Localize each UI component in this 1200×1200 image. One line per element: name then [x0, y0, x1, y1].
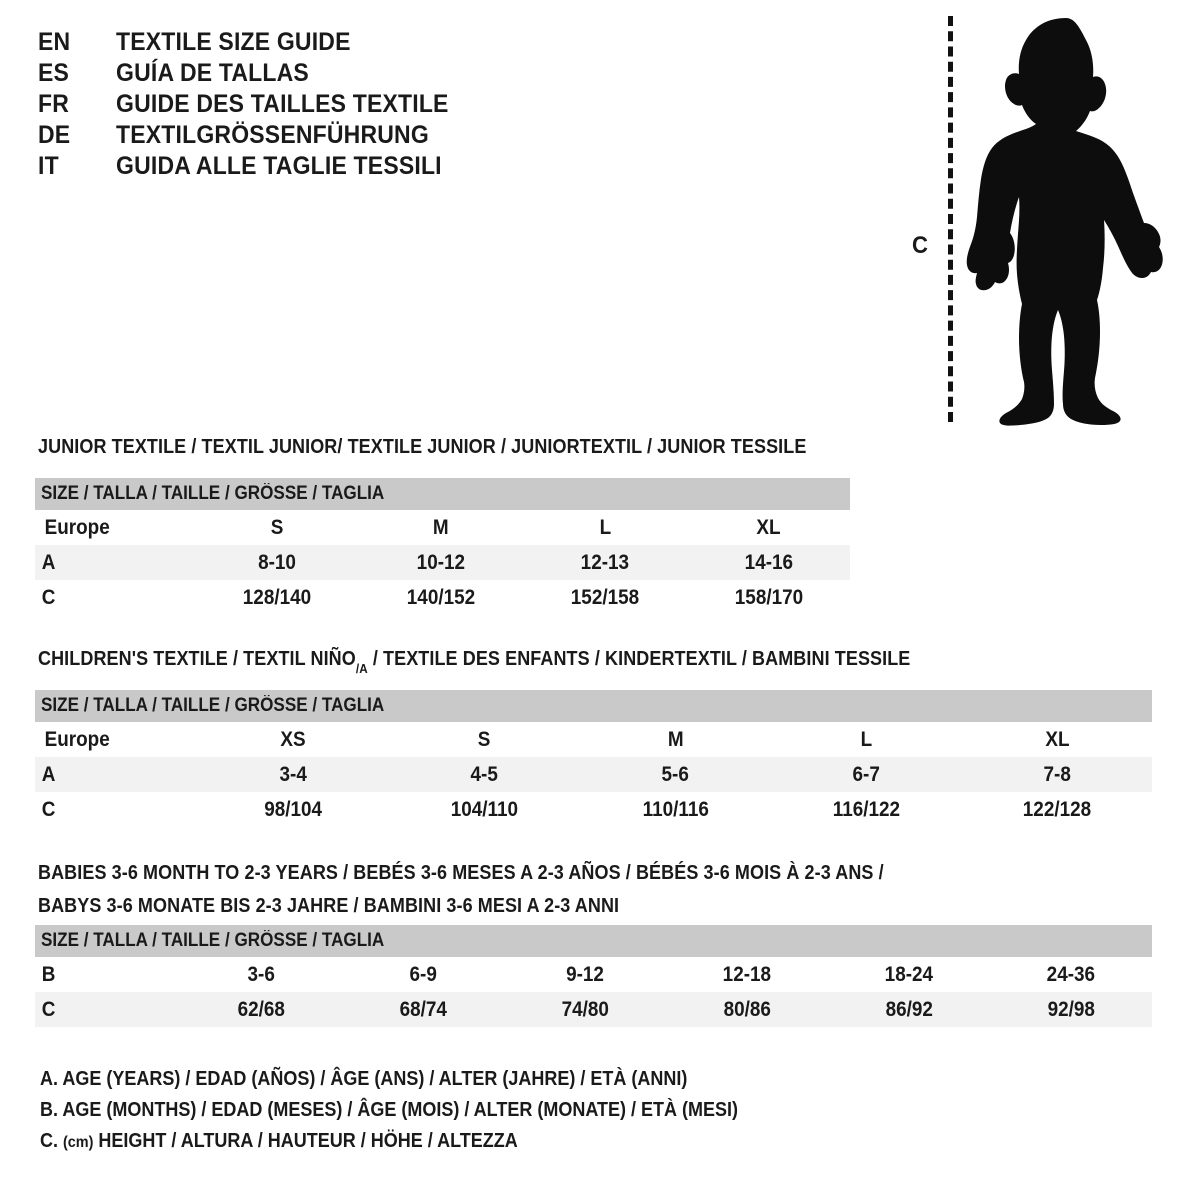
babies-size-table: SIZE / TALLA / TAILLE / GRÖSSE / TAGLIA … [35, 925, 1152, 1027]
children-cell-europe-4: XL [962, 722, 1153, 757]
children-title-post: / TEXTILE DES ENFANTS / KINDERTEXTIL / B… [367, 648, 911, 670]
section-title-babies-line2: BABYS 3-6 MONATE BIS 2-3 JAHRE / BAMBINI… [38, 895, 620, 917]
children-cell-a-3: 6-7 [771, 757, 962, 792]
junior-size-table: SIZE / TALLA / TAILLE / GRÖSSE / TAGLIA … [35, 478, 851, 615]
children-title-subscript: /A [355, 661, 368, 676]
height-measure-figure: C [900, 14, 1170, 426]
junior-row-label-c: C [35, 580, 195, 615]
babies-row-label-b: B [35, 957, 180, 992]
babies-cell-c-3: 80/86 [666, 992, 828, 1027]
babies-row-c: C 62/68 68/74 74/80 80/86 86/92 92/98 [35, 992, 1152, 1027]
junior-cell-a-3: 14-16 [687, 545, 851, 580]
babies-cell-c-1: 68/74 [342, 992, 504, 1027]
footnote-b: B. AGE (MONTHS) / EDAD (MESES) / ÂGE (MO… [40, 1099, 738, 1121]
children-title-pre: CHILDREN'S TEXTILE / TEXTIL NIÑO [38, 648, 356, 670]
junior-row-a: A 8-10 10-12 12-13 14-16 [35, 545, 851, 580]
junior-cell-a-2: 12-13 [523, 545, 687, 580]
section-title-junior: JUNIOR TEXTILE / TEXTIL JUNIOR/ TEXTILE … [38, 436, 807, 458]
babies-cell-b-0: 3-6 [180, 957, 342, 992]
babies-cell-b-2: 9-12 [504, 957, 666, 992]
children-cell-c-4: 122/128 [962, 792, 1153, 827]
junior-cell-c-0: 128/140 [195, 580, 359, 615]
babies-cell-b-1: 6-9 [342, 957, 504, 992]
language-code-de: DE [38, 121, 71, 149]
language-row-en: EN TEXTILE SIZE GUIDE [38, 28, 478, 59]
children-row-europe: Europe XS S M L XL [35, 722, 1153, 757]
children-cell-a-4: 7-8 [962, 757, 1153, 792]
junior-row-label-a: A [35, 545, 195, 580]
children-row-label-a: A [35, 757, 198, 792]
children-row-a: A 3-4 4-5 5-6 6-7 7-8 [35, 757, 1153, 792]
children-cell-europe-1: S [389, 722, 580, 757]
language-code-it: IT [38, 152, 59, 180]
dashed-height-line-icon [948, 16, 953, 422]
language-code-fr: FR [38, 90, 70, 118]
footnote-a: A. AGE (YEARS) / EDAD (AÑOS) / ÂGE (ANS)… [40, 1068, 688, 1090]
language-row-it: IT GUIDA ALLE TAGLIE TESSILI [38, 152, 478, 183]
footnote-c-pre: C. [40, 1130, 64, 1152]
junior-cell-a-0: 8-10 [195, 545, 359, 580]
children-size-table: SIZE / TALLA / TAILLE / GRÖSSE / TAGLIA … [35, 690, 1153, 827]
children-row-label-europe: Europe [35, 722, 198, 757]
junior-cell-europe-0: S [195, 510, 359, 545]
language-code-en: EN [38, 28, 71, 56]
junior-row-c: C 128/140 140/152 152/158 158/170 [35, 580, 851, 615]
children-cell-a-1: 4-5 [389, 757, 580, 792]
children-size-header-row: SIZE / TALLA / TAILLE / GRÖSSE / TAGLIA [35, 690, 1153, 722]
children-row-c: C 98/104 104/110 110/116 116/122 122/128 [35, 792, 1153, 827]
junior-size-header-row: SIZE / TALLA / TAILLE / GRÖSSE / TAGLIA [35, 478, 851, 510]
babies-size-header-row: SIZE / TALLA / TAILLE / GRÖSSE / TAGLIA [35, 925, 1152, 957]
junior-cell-a-1: 10-12 [359, 545, 523, 580]
children-cell-europe-0: XS [198, 722, 389, 757]
children-row-label-c: C [35, 792, 198, 827]
junior-cell-europe-3: XL [687, 510, 851, 545]
language-header: EN TEXTILE SIZE GUIDE ES GUÍA DE TALLAS … [38, 28, 478, 183]
babies-cell-b-4: 18-24 [828, 957, 990, 992]
children-cell-c-3: 116/122 [771, 792, 962, 827]
babies-row-b: B 3-6 6-9 9-12 12-18 18-24 24-36 [35, 957, 1152, 992]
junior-cell-c-2: 152/158 [523, 580, 687, 615]
babies-size-header-label: SIZE / TALLA / TAILLE / GRÖSSE / TAGLIA [35, 925, 1152, 957]
language-row-es: ES GUÍA DE TALLAS [38, 59, 478, 90]
footnotes: A. AGE (YEARS) / EDAD (AÑOS) / ÂGE (ANS)… [40, 1068, 816, 1161]
junior-row-europe: Europe S M L XL [35, 510, 851, 545]
junior-cell-europe-2: L [523, 510, 687, 545]
children-cell-c-2: 110/116 [580, 792, 771, 827]
children-cell-c-1: 104/110 [389, 792, 580, 827]
junior-cell-c-3: 158/170 [687, 580, 851, 615]
children-cell-europe-2: M [580, 722, 771, 757]
language-title-it: GUIDA ALLE TAGLIE TESSILI [116, 152, 442, 180]
footnote-c-post: HEIGHT / ALTURA / HAUTEUR / HÖHE / ALTEZ… [93, 1130, 518, 1152]
section-title-babies-line1: BABIES 3-6 MONTH TO 2-3 YEARS / BEBÉS 3-… [38, 862, 884, 884]
language-title-fr: GUIDE DES TAILLES TEXTILE [116, 90, 449, 118]
height-measure-label: C [912, 232, 928, 259]
children-cell-c-0: 98/104 [198, 792, 389, 827]
babies-cell-c-5: 92/98 [990, 992, 1152, 1027]
children-cell-europe-3: L [771, 722, 962, 757]
babies-cell-c-0: 62/68 [180, 992, 342, 1027]
section-title-children: CHILDREN'S TEXTILE / TEXTIL NIÑO/A / TEX… [38, 648, 911, 676]
language-code-es: ES [38, 59, 70, 87]
toddler-silhouette-icon [962, 14, 1170, 426]
language-title-es: GUÍA DE TALLAS [116, 59, 309, 87]
babies-cell-c-2: 74/80 [504, 992, 666, 1027]
children-cell-a-2: 5-6 [580, 757, 771, 792]
children-size-header-label: SIZE / TALLA / TAILLE / GRÖSSE / TAGLIA [35, 690, 1153, 722]
babies-cell-b-3: 12-18 [666, 957, 828, 992]
babies-cell-b-5: 24-36 [990, 957, 1152, 992]
children-cell-a-0: 3-4 [198, 757, 389, 792]
junior-size-header-label: SIZE / TALLA / TAILLE / GRÖSSE / TAGLIA [35, 478, 851, 510]
footnote-c: C. (cm) HEIGHT / ALTURA / HAUTEUR / HÖHE… [40, 1130, 738, 1161]
language-title-de: TEXTILGRÖSSENFÜHRUNG [116, 121, 429, 149]
babies-row-label-c: C [35, 992, 180, 1027]
language-row-fr: FR GUIDE DES TAILLES TEXTILE [38, 90, 478, 121]
junior-row-label-europe: Europe [35, 510, 195, 545]
language-title-en: TEXTILE SIZE GUIDE [116, 28, 351, 56]
junior-cell-c-1: 140/152 [359, 580, 523, 615]
babies-cell-c-4: 86/92 [828, 992, 990, 1027]
footnote-c-unit: (cm) [63, 1134, 94, 1151]
junior-cell-europe-1: M [359, 510, 523, 545]
language-row-de: DE TEXTILGRÖSSENFÜHRUNG [38, 121, 478, 152]
